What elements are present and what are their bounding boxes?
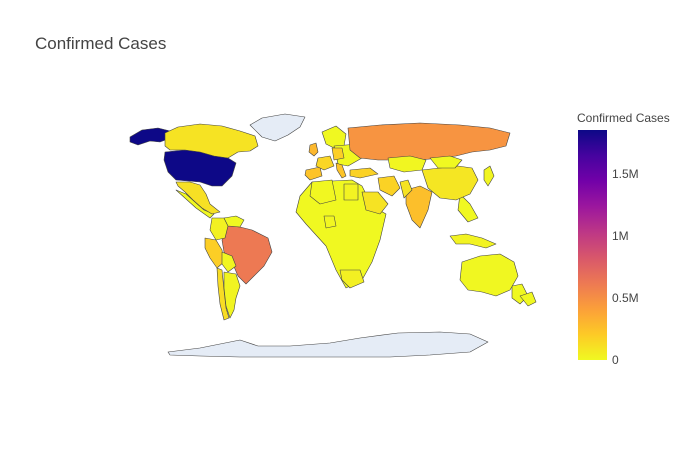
country-france[interactable] xyxy=(315,155,335,171)
country-greenland[interactable] xyxy=(249,113,306,142)
country-spain[interactable] xyxy=(304,166,323,181)
country-pakistan[interactable] xyxy=(399,179,413,199)
country-indonesia[interactable] xyxy=(449,233,497,249)
country-nigeria[interactable] xyxy=(323,215,337,229)
region-other xyxy=(175,189,215,219)
country-united-kingdom[interactable] xyxy=(308,142,319,157)
region-other xyxy=(519,291,537,307)
colorbar-tick: 0.5M xyxy=(612,290,639,305)
country-algeria[interactable] xyxy=(309,179,337,205)
country-bolivia[interactable] xyxy=(221,251,237,273)
region-other xyxy=(457,193,479,223)
colorbar-tick: 1.5M xyxy=(612,166,639,181)
country-japan[interactable] xyxy=(483,165,495,187)
country-south-africa[interactable] xyxy=(339,269,365,289)
country-turkey[interactable] xyxy=(349,167,379,179)
country-russia[interactable] xyxy=(347,122,511,161)
country-italy[interactable] xyxy=(335,162,347,179)
country-canada[interactable] xyxy=(164,123,259,159)
country-brazil[interactable] xyxy=(221,225,273,285)
colorbar-tick: 1M xyxy=(612,228,629,243)
region-other xyxy=(321,125,347,149)
colorbar-tick: 0 xyxy=(612,353,619,367)
country-mexico[interactable] xyxy=(175,181,221,215)
country-venezuela[interactable] xyxy=(223,215,245,228)
country-mongolia[interactable] xyxy=(429,155,463,169)
country-germany[interactable] xyxy=(331,147,345,161)
country-australia[interactable] xyxy=(459,253,519,297)
country-egypt[interactable] xyxy=(343,183,359,201)
country-saudi-arabia[interactable] xyxy=(361,191,389,215)
country-peru[interactable] xyxy=(204,237,225,269)
country-chile[interactable] xyxy=(216,267,230,321)
country-iran[interactable] xyxy=(377,175,401,197)
country-colombia[interactable] xyxy=(209,217,229,241)
colorbar-title: Confirmed Cases xyxy=(577,111,670,125)
colorbar xyxy=(578,130,607,360)
country-argentina[interactable] xyxy=(223,271,241,319)
country-india[interactable] xyxy=(405,185,433,229)
country-antarctica[interactable] xyxy=(167,331,489,358)
chart-title: Confirmed Cases xyxy=(35,34,167,53)
country-kazakhstan[interactable] xyxy=(387,155,427,173)
